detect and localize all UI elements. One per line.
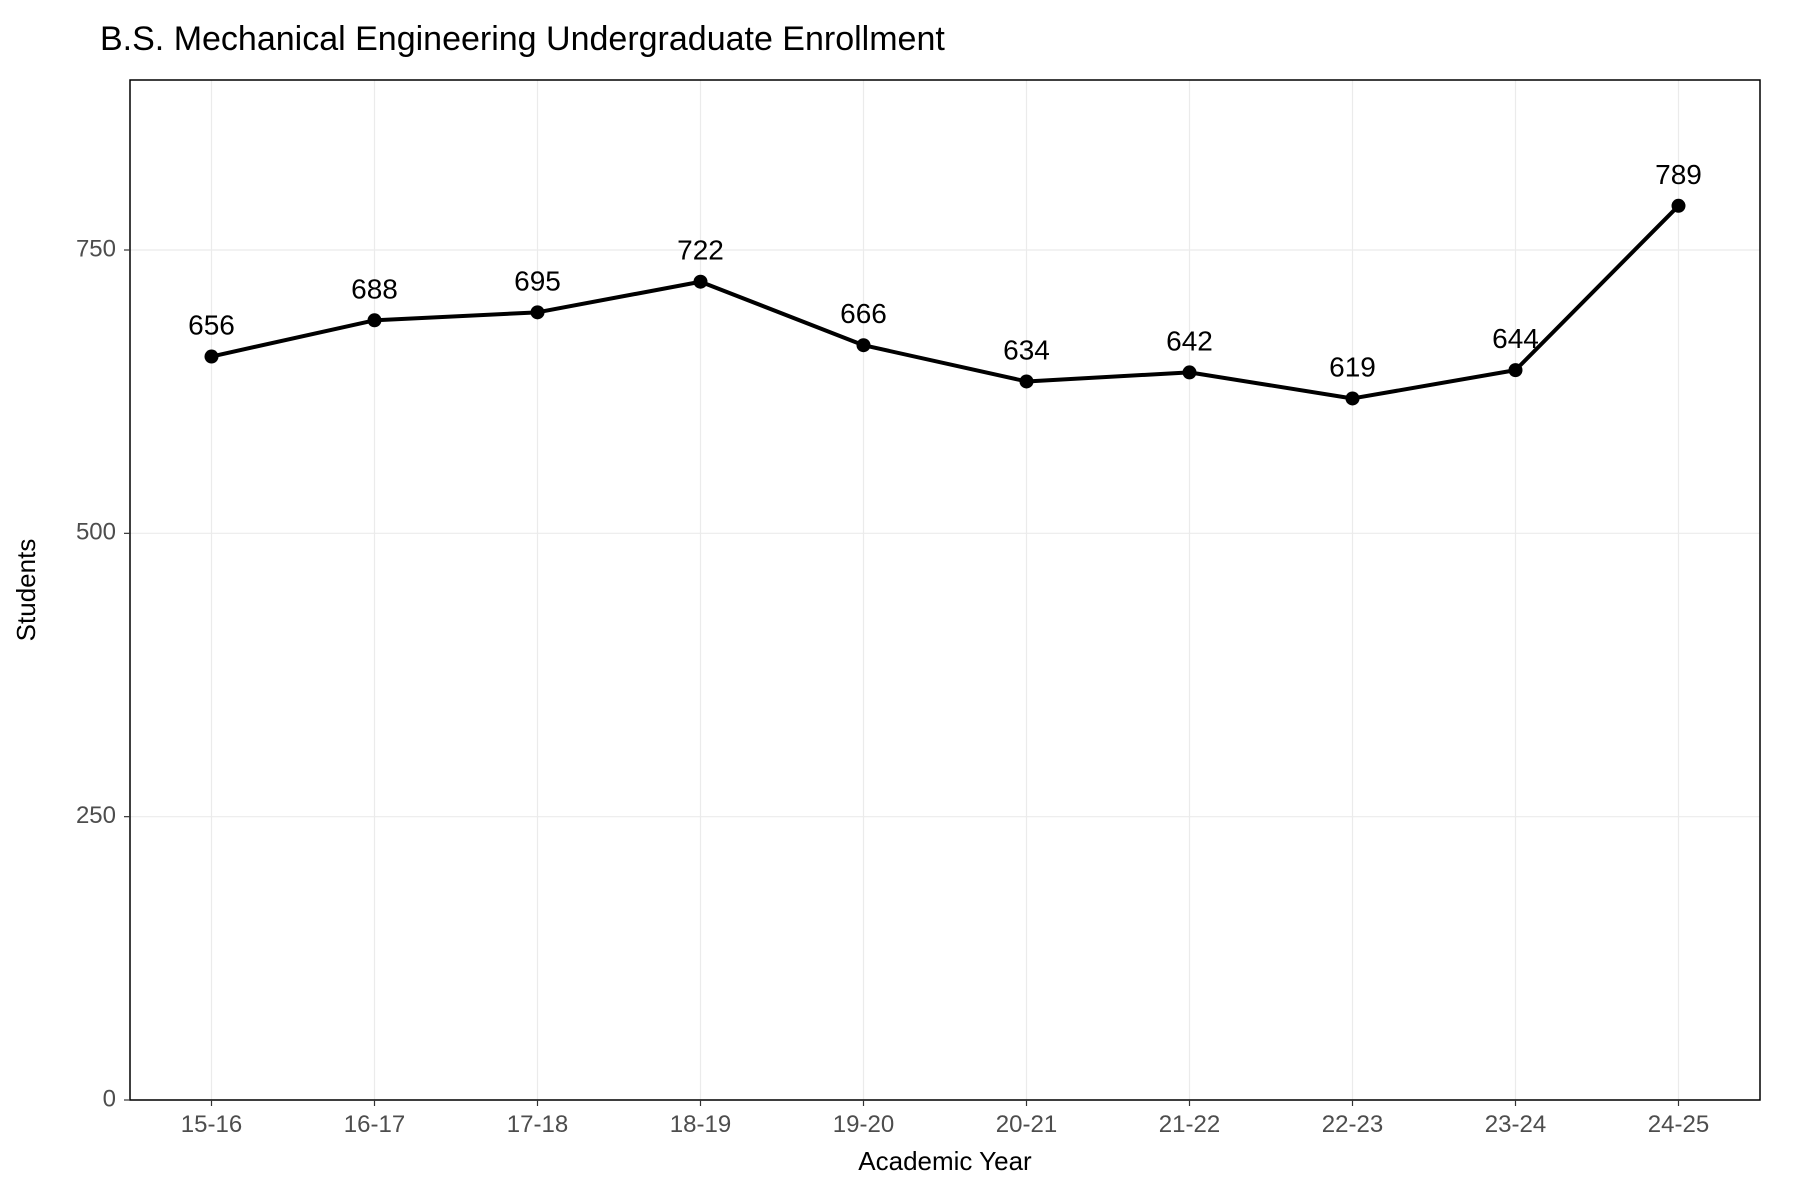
data-point (531, 305, 545, 319)
data-point (1346, 391, 1360, 405)
x-tick-label: 21-22 (1159, 1111, 1220, 1138)
enrollment-line-chart: B.S. Mechanical Engineering Undergraduat… (0, 0, 1800, 1200)
y-tick-label: 0 (103, 1085, 116, 1112)
x-tick-label: 23-24 (1485, 1111, 1546, 1138)
value-label: 634 (1003, 334, 1050, 365)
value-label: 695 (514, 265, 561, 296)
value-label: 688 (351, 273, 398, 304)
chart-container: B.S. Mechanical Engineering Undergraduat… (0, 0, 1800, 1200)
y-tick-label: 750 (76, 235, 116, 262)
x-tick-label: 18-19 (670, 1111, 731, 1138)
x-axis-label: Academic Year (858, 1146, 1032, 1176)
value-label: 666 (840, 298, 887, 329)
value-label: 619 (1329, 351, 1376, 382)
data-point (1020, 374, 1034, 388)
value-label: 642 (1166, 325, 1213, 356)
value-label: 644 (1492, 323, 1539, 354)
value-label: 789 (1655, 159, 1702, 190)
x-tick-label: 17-18 (507, 1111, 568, 1138)
y-tick-label: 250 (76, 802, 116, 829)
data-point (1509, 363, 1523, 377)
x-tick-label: 20-21 (996, 1111, 1057, 1138)
data-point (205, 350, 219, 364)
data-point (857, 338, 871, 352)
value-label: 722 (677, 235, 724, 266)
data-point (694, 275, 708, 289)
chart-title: B.S. Mechanical Engineering Undergraduat… (100, 20, 945, 58)
data-point (368, 313, 382, 327)
x-tick-label: 22-23 (1322, 1111, 1383, 1138)
data-point (1672, 199, 1686, 213)
value-label: 656 (188, 310, 235, 341)
y-tick-label: 500 (76, 519, 116, 546)
x-tick-label: 24-25 (1648, 1111, 1709, 1138)
x-tick-label: 16-17 (344, 1111, 405, 1138)
y-axis-label: Students (11, 539, 41, 642)
x-tick-label: 15-16 (181, 1111, 242, 1138)
data-point (1183, 365, 1197, 379)
x-tick-label: 19-20 (833, 1111, 894, 1138)
